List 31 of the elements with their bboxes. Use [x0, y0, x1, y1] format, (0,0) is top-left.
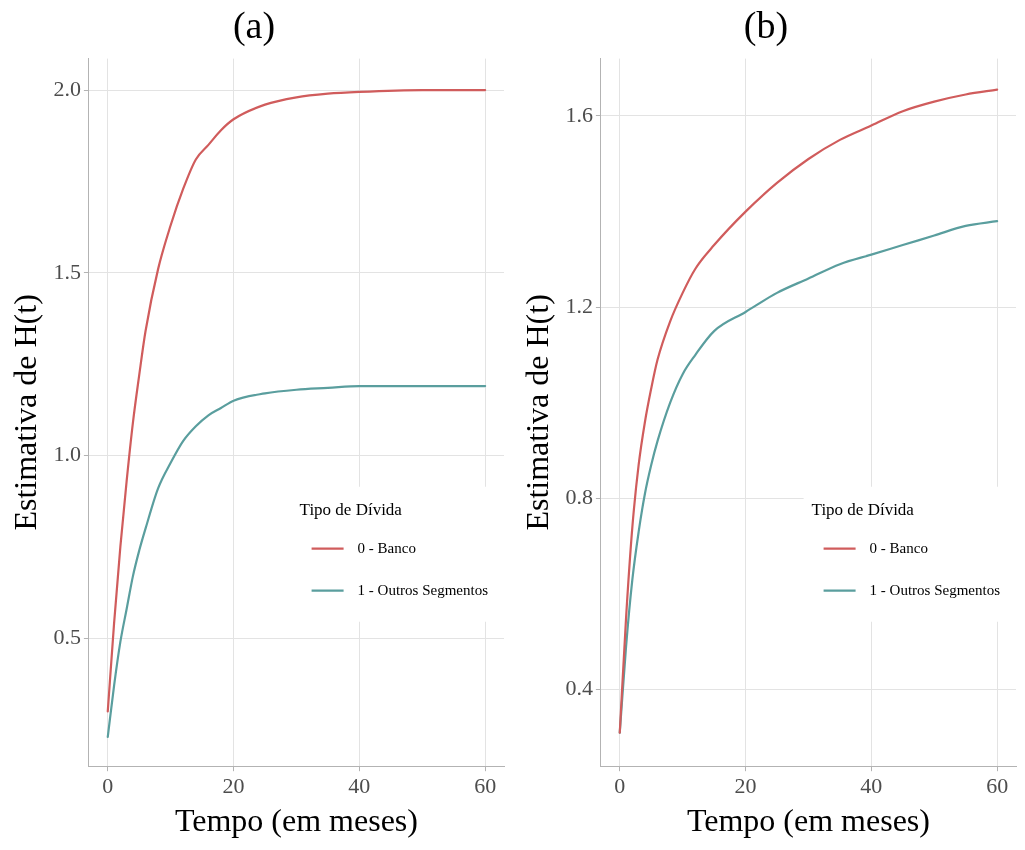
line-series: [106, 384, 487, 739]
y-axis-title: Estimativa de H(t): [6, 294, 43, 531]
x-tick-label: 20: [734, 773, 757, 799]
chart-title: (b): [743, 3, 789, 47]
chart-title: (a): [232, 3, 276, 47]
y-tick-label: 2.0: [53, 75, 81, 101]
y-tick-label: 0.4: [565, 675, 593, 701]
x-axis-title: Tempo (em meses): [686, 802, 930, 839]
x-tick-label: 20: [222, 773, 245, 799]
line-series: [106, 88, 487, 713]
y-tick-label: 1.6: [565, 101, 593, 127]
x-tick-label: 40: [860, 773, 883, 799]
x-tick-label: 60: [474, 773, 497, 799]
y-tick-label: 1.5: [53, 258, 81, 284]
x-axis-title: Tempo (em meses): [174, 802, 418, 839]
legend-label: 0 - Banco: [869, 539, 928, 556]
y-axis-title: Estimativa de H(t): [518, 294, 555, 531]
legend-title: Tipo de Dívida: [811, 500, 915, 520]
y-tick-label: 0.8: [565, 484, 593, 510]
legend-label: 0 - Banco: [357, 539, 416, 556]
x-tick-label: 60: [986, 773, 1009, 799]
legend-label: 1 - Outros Segmentos: [869, 581, 1001, 598]
y-tick-label: 0.5: [53, 624, 81, 650]
legend-title: Tipo de Dívida: [299, 500, 403, 520]
x-tick-label: 0: [614, 773, 626, 799]
x-tick-label: 40: [348, 773, 371, 799]
line-series: [618, 88, 999, 734]
y-tick-label: 1.2: [565, 293, 593, 318]
y-tick-label: 1.0: [53, 441, 81, 467]
legend-label: 1 - Outros Segmentos: [357, 581, 489, 598]
x-tick-label: 0: [102, 773, 114, 799]
